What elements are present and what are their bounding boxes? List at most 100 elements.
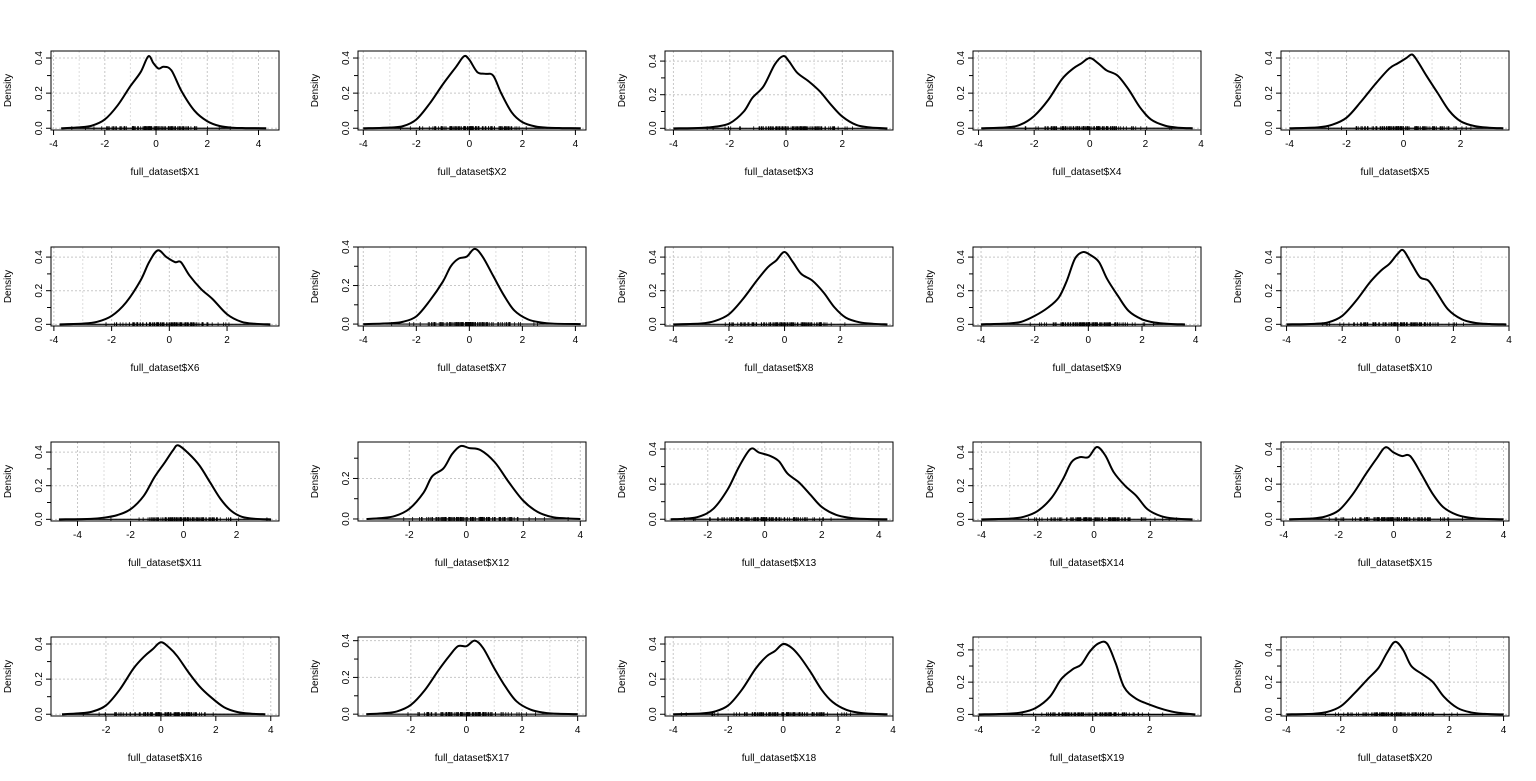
density-curve (673, 251, 888, 326)
y-axis-label: Density (617, 270, 628, 303)
density-curve (981, 250, 1185, 326)
x-tick-label: 2 (520, 335, 526, 346)
x-axis-label: full_dataset$X4 (1053, 167, 1122, 178)
y-tick-label: 0.0 (648, 512, 659, 526)
y-tick-label: 0.2 (1264, 675, 1275, 689)
x-tick-label: 2 (224, 335, 230, 346)
x-axis-label: full_dataset$X6 (131, 363, 200, 374)
y-tick-label: 0.2 (648, 672, 659, 686)
x-tick-label: -2 (1342, 139, 1351, 150)
y-tick-label: 0.2 (341, 86, 352, 100)
y-tick-label: 0.2 (956, 478, 967, 492)
y-tick-label: 0.0 (648, 121, 659, 135)
x-tick-label: 0 (181, 530, 187, 541)
x-tick-label: 2 (234, 530, 240, 541)
x-axis-label: full_dataset$X1 (131, 167, 200, 178)
plot-frame (664, 441, 894, 522)
density-panel: -2 0 2 4 0.0 0.2 full_dataset$X12 Density (310, 441, 587, 569)
x-tick-label: -2 (412, 335, 421, 346)
y-tick-label: 0.2 (1264, 283, 1275, 297)
x-tick-label: -4 (359, 335, 368, 346)
y-axis-label: Density (617, 660, 628, 693)
x-tick-label: 4 (575, 725, 581, 736)
plot-frame (357, 441, 587, 522)
x-tick-label: -2 (725, 139, 734, 150)
y-tick-label: 0.4 (341, 51, 352, 65)
x-tick-label: -4 (1282, 335, 1291, 346)
plot-frame (50, 636, 280, 717)
density-curve (981, 446, 1193, 521)
x-axis-label: full_dataset$X8 (745, 363, 814, 374)
y-tick-label: 0.2 (1264, 477, 1275, 491)
x-tick-label: 0 (464, 530, 470, 541)
density-panel: -4 -2 0 2 0.0 0.2 0.4 full_dataset$X8 Density (617, 246, 894, 374)
x-tick-label: -4 (1285, 139, 1294, 150)
density-panel: -4 -2 0 2 4 0.0 0.2 0.4 full_dataset$X2 Density (310, 50, 587, 178)
density-curve (58, 444, 272, 521)
y-tick-label: 0.4 (956, 250, 967, 264)
x-tick-label: -4 (669, 725, 678, 736)
x-tick-label: -4 (669, 139, 678, 150)
x-tick-label: -2 (1336, 725, 1345, 736)
x-axis-label: full_dataset$X16 (128, 753, 203, 764)
x-axis-label: full_dataset$X20 (1358, 753, 1433, 764)
x-tick-label: 0 (1091, 530, 1097, 541)
y-tick-label: 0.0 (341, 121, 352, 135)
density-panel: -4 -2 0 2 0.0 0.2 0.4 full_dataset$X6 Density (3, 246, 280, 374)
plot-frame (664, 636, 894, 717)
x-axis-label: full_dataset$X5 (1361, 167, 1430, 178)
x-axis-label: full_dataset$X12 (435, 558, 510, 569)
density-curve (366, 444, 581, 520)
y-tick-label: 0.2 (34, 478, 45, 492)
density-panel: -4 -2 0 2 4 0.0 0.2 0.4 full_dataset$X18 Density (617, 636, 896, 764)
plot-frame (50, 50, 280, 131)
density-curve (673, 54, 888, 130)
y-tick-label: 0.0 (956, 707, 967, 721)
y-tick-label: 0.4 (34, 637, 45, 651)
y-tick-label: 0.0 (956, 512, 967, 526)
x-tick-label: 2 (837, 335, 843, 346)
x-tick-label: 0 (762, 530, 768, 541)
plot-frame (664, 50, 894, 131)
x-tick-label: 0 (464, 725, 470, 736)
y-tick-label: 0.0 (956, 121, 967, 135)
plot-frame (972, 246, 1202, 327)
y-tick-label: 0.4 (34, 51, 45, 65)
y-tick-label: 0.0 (34, 512, 45, 526)
y-axis-label: Density (3, 465, 14, 498)
y-tick-label: 0.0 (648, 707, 659, 721)
x-axis-label: full_dataset$X3 (745, 167, 814, 178)
density-curve (673, 642, 888, 716)
x-tick-label: -4 (49, 139, 58, 150)
y-axis-label: Density (3, 74, 14, 107)
y-axis-label: Density (925, 660, 936, 693)
x-axis-label: full_dataset$X2 (438, 167, 507, 178)
plot-frame (50, 246, 280, 327)
density-panel: -4 -2 0 2 0.0 0.2 0.4 full_dataset$X19 Density (925, 636, 1202, 764)
y-tick-label: 0.2 (956, 283, 967, 297)
density-curve (981, 57, 1193, 130)
x-tick-label: -4 (49, 335, 58, 346)
y-tick-label: 0.4 (648, 250, 659, 264)
x-tick-label: 4 (876, 530, 882, 541)
x-tick-label: 4 (1193, 335, 1199, 346)
plot-frame (50, 441, 280, 522)
x-tick-label: 0 (780, 725, 786, 736)
y-tick-label: 0.0 (1264, 121, 1275, 135)
x-tick-label: -4 (974, 725, 983, 736)
plot-frame (357, 636, 587, 717)
x-tick-label: 2 (1147, 725, 1153, 736)
x-axis-label: full_dataset$X19 (1050, 753, 1125, 764)
plot-frame (972, 50, 1202, 131)
y-axis-label: Density (310, 465, 321, 498)
x-tick-label: -2 (724, 725, 733, 736)
y-tick-label: 0.4 (1264, 250, 1275, 264)
x-tick-label: 2 (520, 139, 526, 150)
y-axis-label: Density (925, 465, 936, 498)
x-tick-label: 4 (573, 139, 579, 150)
density-curve (1286, 640, 1504, 716)
x-tick-label: 2 (819, 530, 825, 541)
density-panel: -4 -2 0 2 0.0 0.2 0.4 full_dataset$X5 Density (1233, 50, 1510, 178)
x-tick-label: -4 (669, 335, 678, 346)
x-axis-label: full_dataset$X14 (1050, 558, 1125, 569)
